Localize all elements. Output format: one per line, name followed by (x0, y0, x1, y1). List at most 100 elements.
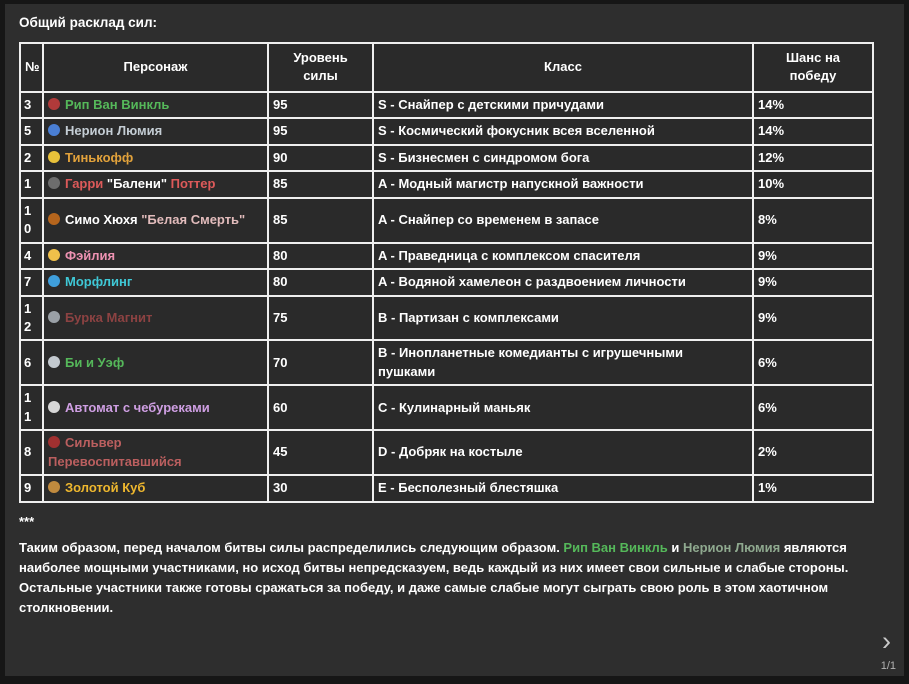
class-cell: E - Бесполезный блестяшка (372, 474, 754, 503)
summary-text: и (667, 539, 683, 555)
power-level: 45 (267, 429, 374, 477)
summary-text: являются наиболее мощными участниками, н… (19, 539, 849, 616)
character-name: Тинькофф (65, 149, 134, 165)
wave-icon (48, 275, 60, 288)
row-number: 3 (19, 90, 44, 120)
character-name: Гарри (65, 176, 107, 192)
summary-paragraph: Таким образом, перед началом битвы силы … (19, 538, 881, 619)
robot-icon (48, 400, 60, 413)
table-row: 7 Морфлинг 80 A - Водяной хамелеон с раздво… (19, 268, 874, 297)
win-chance: 6% (752, 339, 874, 387)
power-level: 80 (267, 268, 374, 297)
character-mention: Нерион Люмия (683, 539, 781, 555)
character-cell: Золотой Куб (42, 474, 269, 503)
parrot-icon (48, 436, 60, 449)
column-header-number: № (19, 42, 44, 93)
bank-icon (48, 150, 60, 163)
column-header-label: Шанс на победу (785, 50, 841, 84)
column-header-label: Персонаж (123, 59, 188, 75)
win-chance: 6% (752, 384, 874, 432)
row-number: 1 0 (19, 196, 44, 244)
column-header-character: Персонаж (42, 42, 269, 93)
cyclone-icon (48, 124, 60, 137)
halo-face-icon (48, 248, 60, 261)
column-header-label: Уровень силы (293, 50, 348, 84)
power-level: 95 (267, 90, 374, 120)
character-name: Поттер (166, 176, 216, 192)
character-cell: Би и Уэф (42, 339, 269, 387)
table-row: 3 Рип Ван Винкль 95 S - Снайпер с детскими … (19, 90, 874, 120)
power-level: 95 (267, 117, 374, 146)
next-page-button[interactable]: › (882, 628, 891, 655)
rocket-icon (48, 355, 60, 368)
class-cell: A - Водяной хамелеон с раздвоением лично… (372, 268, 754, 297)
class-cell: S - Бизнесмен с синдромом бога (372, 143, 754, 173)
character-name: Би и Уэф (65, 354, 125, 370)
column-header-label: Класс (544, 59, 582, 75)
character-cell: Гарри "Балени" Поттер (42, 170, 269, 199)
table-row: 6 Би и Уэф 70 B - Инопланетные комедианты с… (19, 339, 874, 387)
character-cell: Фэйлия (42, 241, 269, 271)
class-cell: C - Кулинарный маньяк (372, 384, 754, 432)
table-header-row: № Персонаж Уровень силы Класс Шанс на по… (19, 42, 874, 93)
section-separator: *** (19, 513, 35, 529)
power-table-body: 3 Рип Ван Винкль 95 S - Снайпер с детскими … (19, 90, 874, 503)
column-header-chance: Шанс на победу (752, 42, 874, 93)
win-chance: 14% (752, 117, 874, 146)
package-icon (48, 481, 60, 494)
pistol-icon (48, 212, 60, 225)
page-content: Общий расклад сил: № Персонаж Уровень си… (5, 4, 904, 676)
table-row: 5 Нерион Люмия 95 S - Космический фокусник … (19, 117, 874, 146)
character-cell: Рип Ван Винкль (42, 90, 269, 120)
power-level: 70 (267, 339, 374, 387)
character-name: Автомат с чебуреками (65, 399, 210, 415)
win-chance: 9% (752, 268, 874, 297)
win-chance: 12% (752, 143, 874, 173)
class-cell: B - Партизан с комплексами (372, 294, 754, 342)
row-number: 5 (19, 117, 44, 146)
power-level: 90 (267, 143, 374, 173)
power-table: № Персонаж Уровень силы Класс Шанс на по… (19, 42, 874, 503)
summary-text: Таким образом, перед началом битвы силы … (19, 539, 564, 555)
table-row: 1 2 Бурка Магнит 75 B - Партизан с комплекс… (19, 294, 874, 342)
win-chance: 2% (752, 429, 874, 477)
character-cell: Бурка Магнит (42, 294, 269, 342)
row-number: 9 (19, 474, 44, 503)
character-cell: Симо Хюхя "Белая Смерть" (42, 196, 269, 244)
column-header-class: Класс (372, 42, 754, 93)
row-number: 7 (19, 268, 44, 297)
win-chance: 14% (752, 90, 874, 120)
character-name: Золотой Куб (65, 480, 146, 496)
table-row: 9 Золотой Куб 30 E - Бесполезный блестяшка 1… (19, 474, 874, 503)
character-name: Нерион Люмия (65, 123, 163, 139)
row-number: 4 (19, 241, 44, 271)
column-header-power: Уровень силы (267, 42, 374, 93)
character-name: Сильвер Перевоспитавшийся (48, 435, 182, 469)
power-level: 80 (267, 241, 374, 271)
class-cell: S - Снайпер с детскими причудами (372, 90, 754, 120)
win-chance: 9% (752, 294, 874, 342)
character-name: Морфлинг (65, 274, 133, 290)
character-cell: Нерион Люмия (42, 117, 269, 146)
class-cell: A - Модный магистр напускной важности (372, 170, 754, 199)
class-cell: A - Снайпер со временем в запасе (372, 196, 754, 244)
power-level: 30 (267, 474, 374, 503)
character-cell: Автомат с чебуреками (42, 384, 269, 432)
chevron-right-icon: › (882, 626, 891, 656)
page-indicator: 1/1 (880, 660, 896, 672)
power-level: 60 (267, 384, 374, 432)
row-number: 6 (19, 339, 44, 387)
wrench-icon (48, 310, 60, 323)
table-row: 1 0 Симо Хюхя "Белая Смерть" 85 A - Снайпер… (19, 196, 874, 244)
character-cell: Морфлинг (42, 268, 269, 297)
power-level: 85 (267, 170, 374, 199)
class-cell: S - Космический фокусник всея вселенной (372, 117, 754, 146)
table-row: 8 Сильвер Перевоспитавшийся 45 D - Добряк н… (19, 429, 874, 477)
character-name: Бурка Магнит (65, 309, 153, 325)
class-cell: B - Инопланетные комедианты с игрушечным… (372, 339, 754, 387)
suit-man-icon (48, 177, 60, 190)
win-chance: 10% (752, 170, 874, 199)
row-number: 1 2 (19, 294, 44, 342)
character-name: "Балени" (106, 176, 167, 192)
